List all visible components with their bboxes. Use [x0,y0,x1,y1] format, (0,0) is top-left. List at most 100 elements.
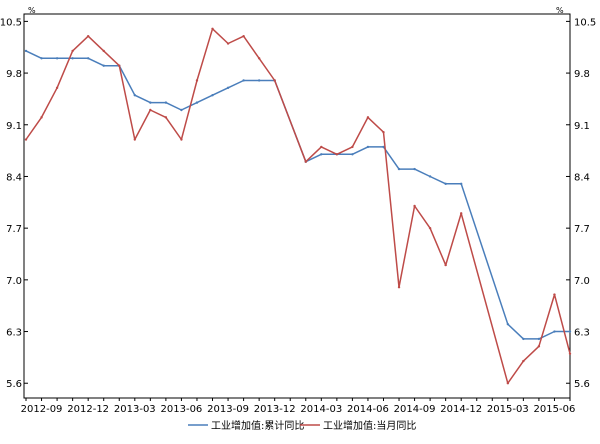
y-unit-right: % [556,6,564,15]
data-point [382,130,385,134]
data-point [71,49,74,53]
x-tick-label: 2015-06 [534,404,576,415]
data-point [226,86,230,90]
y-tick-label-left: 5.6 [6,379,22,390]
data-point [397,167,401,171]
data-point [460,182,463,186]
data-point [195,79,199,82]
y-tick-label-left: 8.4 [6,172,22,183]
data-point [133,94,136,97]
data-point [522,359,525,363]
data-point [522,337,525,341]
data-point [164,101,168,104]
y-unit-left: % [28,6,36,15]
y-tick-label-left: 10.5 [0,17,22,28]
data-point [86,34,90,38]
data-point [55,86,59,90]
data-point [257,57,261,60]
x-tick-label: 2013-06 [161,404,203,415]
x-tick-label: 2013-09 [207,404,249,415]
x-tick-label: 2014-06 [347,404,389,415]
data-point [149,101,152,104]
data-point [320,153,323,156]
data-point [40,116,43,119]
y-tick-label-right: 7.7 [574,224,590,235]
data-point [304,160,307,163]
series-layer [24,27,572,385]
y-tick-label-right: 9.8 [574,69,590,80]
data-point [242,79,245,82]
data-point [40,57,43,60]
data-point [102,64,105,67]
data-point [226,42,230,45]
data-point [118,64,121,67]
data-point [257,79,261,82]
series-line-2 [25,28,571,384]
y-tick-label-left: 9.1 [6,121,22,132]
data-point [242,34,245,38]
data-point [180,108,183,112]
data-point [71,57,74,60]
data-point [568,330,572,333]
data-point [211,94,214,97]
data-point [537,345,541,348]
y-tick-label-right: 6.3 [574,328,590,339]
data-point [413,204,416,208]
data-point [195,101,199,104]
data-point [133,138,136,141]
x-tick-label: 2014-12 [440,404,482,415]
data-point [382,145,385,149]
data-point [397,286,401,289]
x-tick-label: 2015-03 [487,404,529,415]
data-point [180,138,183,141]
plot-frame [23,13,571,399]
y-tick-label-left: 9.8 [6,69,22,80]
data-point [568,352,572,355]
y-tick-label-right: 5.6 [574,379,590,390]
data-point [366,116,370,119]
data-point [351,145,354,149]
data-point [351,153,354,156]
series-line-1 [25,50,570,340]
data-point [506,322,510,326]
data-point [24,138,28,141]
y-tick-label-right: 9.1 [574,121,590,132]
data-point [428,175,432,178]
data-point [553,330,556,333]
legend-label-1: 工业增加值:累计同比 [211,419,304,432]
data-point [460,212,463,215]
data-point [86,57,90,60]
y-tick-label-right: 8.4 [574,172,590,183]
data-point [164,116,168,119]
x-tick-label: 2013-03 [114,404,156,415]
data-point [273,79,276,82]
data-point [506,382,510,385]
data-point [102,49,105,53]
x-tick-label: 2013-12 [254,404,296,415]
legend: 工业增加值:累计同比 工业增加值:当月同比 [188,419,416,432]
x-tick-label: 2014-09 [394,404,436,415]
data-point [444,263,447,267]
x-tick-label: 2012-09 [21,404,63,415]
data-point [428,226,432,230]
data-point [320,145,323,149]
data-point [553,293,556,296]
data-point [366,145,370,149]
data-point [149,108,152,112]
y-tick-label-left: 7.0 [6,276,22,287]
data-point [444,182,447,186]
data-point [413,167,416,171]
y-tick-label-right: 10.5 [574,17,596,28]
y-tick-label-right: 7.0 [574,276,590,287]
y-tick-label-left: 6.3 [6,328,22,339]
data-point [335,153,339,156]
legend-label-2: 工业增加值:当月同比 [323,419,416,432]
data-point [24,49,28,53]
x-tick-label: 2012-12 [67,404,109,415]
y-tick-label-left: 7.7 [6,224,22,235]
data-point [537,337,541,341]
x-tick-label: 2014-03 [300,404,342,415]
axes: % % 5.6 5.6 6.3 6.3 7.0 7.0 7.7 7.7 8.4 8.4 9.1 9.1 9.… [0,6,596,415]
